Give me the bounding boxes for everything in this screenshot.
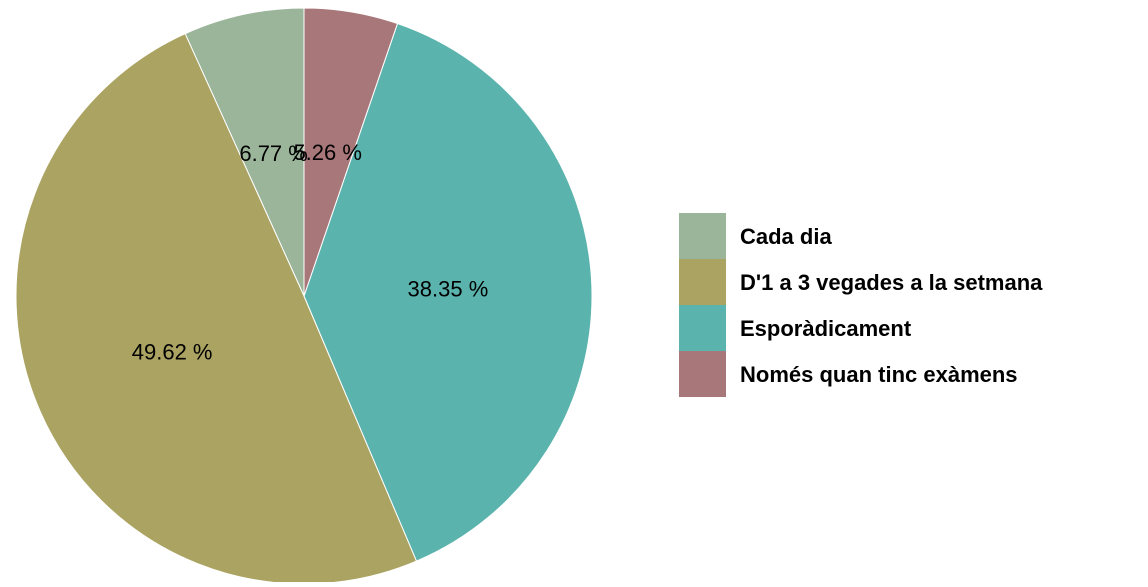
- pie-slice: [184, 7, 305, 297]
- value-label: 5.26 %: [293, 140, 362, 165]
- value-label: 49.62 %: [132, 340, 213, 365]
- pie-slice: [303, 7, 399, 297]
- legend-label: Només quan tinc exàmens: [740, 362, 1018, 387]
- legend-swatch: [679, 351, 726, 397]
- legend-swatch: [679, 213, 726, 259]
- pie-slice: [303, 22, 593, 562]
- legend-label: Esporàdicament: [740, 316, 912, 341]
- value-label: 38.35 %: [408, 277, 489, 302]
- legend-swatch: [679, 305, 726, 351]
- legend-label: D'1 a 3 vegades a la setmana: [740, 270, 1043, 295]
- legend-swatch: [679, 259, 726, 305]
- legend-label: Cada dia: [740, 224, 832, 249]
- value-label: 6.77 %: [239, 141, 308, 166]
